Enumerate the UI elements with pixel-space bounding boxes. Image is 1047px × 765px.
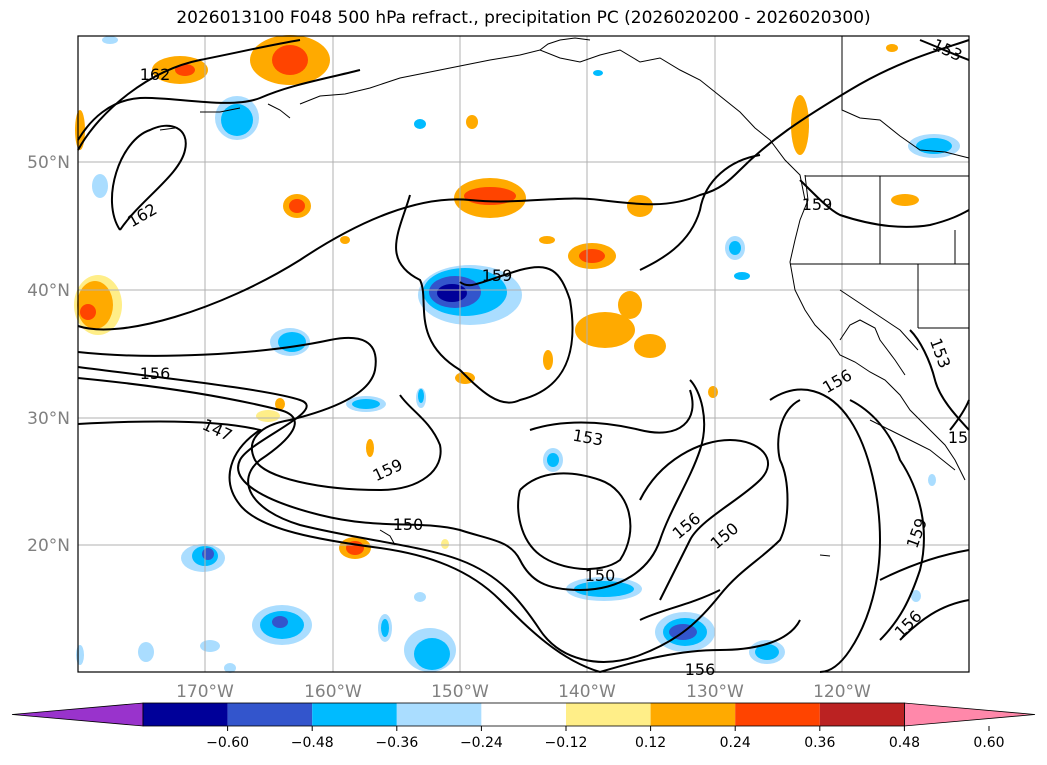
contour-label: 156	[140, 364, 171, 383]
colorbar-segment	[396, 703, 482, 726]
lon-label: 170°W	[176, 682, 234, 702]
colorbar-outline	[142, 702, 905, 727]
colorbar-segment	[735, 703, 820, 726]
colorbar-tick-label: −0.48	[291, 735, 334, 751]
colorbar-segment	[650, 703, 736, 726]
lon-label: 140°W	[558, 682, 616, 702]
lon-label: 120°W	[813, 682, 871, 702]
colorbar-tick-label: −0.36	[375, 735, 418, 751]
colorbar-tick-label: 0.36	[804, 735, 835, 751]
colorbar-extend-low	[11, 702, 144, 727]
colorbar: −0.60 −0.48 −0.36 −0.24 −0.12 0.12 0.24 0.36 0.4…	[11, 702, 1036, 751]
colorbar-tick-label: 0.12	[635, 735, 666, 751]
colorbar-tick-label: −0.60	[206, 735, 249, 751]
colorbar-tick-label: 0.24	[720, 735, 751, 751]
colorbar-tick-label: 0.48	[889, 735, 920, 751]
colorbar-segment	[143, 703, 228, 726]
colorbar-segment	[481, 703, 566, 726]
lon-label: 160°W	[304, 682, 362, 702]
contour-label: 156	[685, 660, 716, 679]
lon-label: 130°W	[686, 682, 744, 702]
contour-label: 150	[585, 566, 616, 585]
lat-label: 30°N	[27, 409, 70, 429]
contour-label: 159	[802, 195, 833, 214]
contour-label: 150	[393, 515, 424, 534]
coastlines	[159, 36, 970, 557]
longitude-labels: 170°W 160°W 150°W 140°W 130°W 120°W	[176, 682, 871, 702]
colorbar-extend-high	[904, 702, 1036, 727]
colorbar-tick-label: −0.24	[460, 735, 503, 751]
colorbar-tick-label: −0.12	[545, 735, 588, 751]
latitude-labels: 50°N 40°N 30°N 20°N	[27, 153, 70, 556]
colorbar-tick-label: 0.60	[973, 735, 1004, 751]
colorbar-segment	[819, 703, 905, 726]
lat-label: 40°N	[27, 281, 70, 301]
map-frame	[77, 35, 970, 673]
lat-label: 20°N	[27, 536, 70, 556]
map-panel: 162 162 159 159 159 156 156 156 156 156 …	[74, 35, 970, 679]
lat-label: 50°N	[27, 153, 70, 173]
colorbar-segment	[312, 703, 397, 726]
contour-label: 162	[140, 65, 171, 84]
refractivity-contours	[77, 39, 970, 673]
political-borders	[790, 175, 969, 351]
contour-label: 159	[482, 266, 513, 285]
colorbar-segment	[566, 703, 651, 726]
colorbar-segment	[227, 703, 313, 726]
map-title: 2026013100 F048 500 hPa refract., precip…	[176, 8, 871, 28]
lon-label: 150°W	[431, 682, 489, 702]
contour-label: 15	[948, 428, 968, 447]
